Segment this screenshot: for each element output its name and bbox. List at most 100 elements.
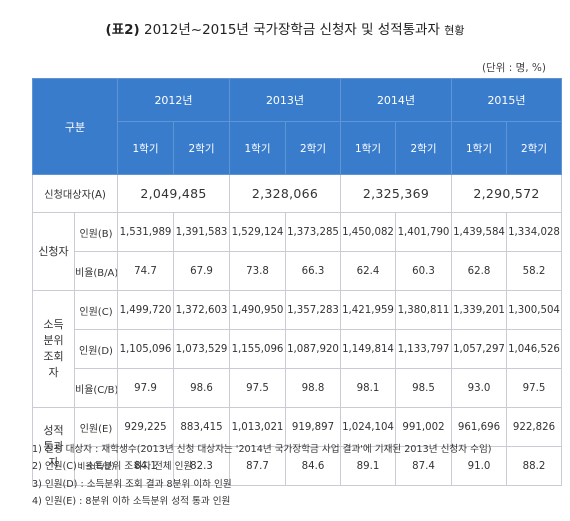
- table-cell: 1,057,297: [451, 329, 507, 369]
- table-cell: 97.5: [506, 368, 562, 408]
- footnotes: 1) 신청 대상자 : 재학생수(2013년 신청 대상자는 '2014년 국가…: [32, 441, 492, 510]
- table-cell: 97.9: [117, 368, 174, 408]
- semester-header: 1학기: [451, 121, 507, 175]
- table-cell: 929,225: [117, 407, 174, 447]
- table-row: 비율(C/B) 97.9 98.6 97.5 98.8 98.1 98.5 93…: [33, 368, 562, 408]
- semester-header: 1학기: [340, 121, 396, 175]
- table-cell: 67.9: [173, 251, 230, 291]
- table-cell: 1,155,096: [229, 329, 286, 369]
- table-cell: 84.6: [285, 446, 341, 486]
- group-label-text: 소득 분위 조회자: [43, 318, 64, 379]
- table-cell: 1,401,790: [395, 212, 452, 252]
- table-cell: 89.1: [340, 446, 396, 486]
- table-cell: 1,300,504: [506, 290, 562, 330]
- table-cell: 87.4: [395, 446, 452, 486]
- year-header: 2012년: [117, 78, 230, 122]
- table-cell: 88.2: [506, 446, 562, 486]
- stats-table: 구분 2012년 2013년 2014년 2015년 1학기 2학기 1학기 2…: [32, 78, 562, 486]
- table-cell: 2,049,485: [117, 174, 230, 213]
- row-label: 비율(C/B): [74, 368, 118, 408]
- row-label: 인원(B): [74, 212, 118, 252]
- table-cell: 98.1: [340, 368, 396, 408]
- table-cell: 1,373,285: [285, 212, 341, 252]
- table-cell: 1,531,989: [117, 212, 174, 252]
- row-label: 인원(C): [74, 290, 118, 330]
- table-cell: 62.4: [340, 251, 396, 291]
- semester-header: 2학기: [285, 121, 341, 175]
- table-cell: 1,133,797: [395, 329, 452, 369]
- footnote: 2) 인원(C) : 소득분위 조회자 전체 인원: [32, 461, 193, 473]
- row-label: 신청대상자(A): [32, 174, 118, 213]
- table-cell: 97.5: [229, 368, 286, 408]
- table-cell: 58.2: [506, 251, 562, 291]
- group-label: 신청자: [32, 212, 75, 291]
- table-cell: 74.7: [117, 251, 174, 291]
- semester-header: 1학기: [229, 121, 286, 175]
- table-cell: 1,380,811: [395, 290, 452, 330]
- row-label: 비율(B/A): [74, 251, 118, 291]
- year-header: 2013년: [229, 78, 341, 122]
- title-main: 2012년~2015년 국가장학금 신청자 및 성적통과자: [143, 22, 440, 38]
- footnote: 3) 인원(D) : 소득분위 조회 결과 8분위 이하 인원: [32, 478, 232, 490]
- footnote: 4) 인원(E) : 8분위 이하 소득분위 성적 통과 인원: [32, 495, 231, 507]
- table-row: 신청자 인원(B) 1,531,989 1,391,583 1,529,124 …: [32, 212, 562, 291]
- title-tag: (표2): [105, 22, 140, 38]
- table-cell: 1,499,720: [117, 290, 174, 330]
- table-cell: 1,450,082: [340, 212, 396, 252]
- table-cell: 2,328,066: [229, 174, 341, 213]
- table-row: 소득 분위 조회자 인원(C) 1,499,720 1,372,603 1,49…: [32, 290, 562, 408]
- table-cell: 84.1: [117, 446, 174, 486]
- table-row: 신청대상자(A) 2,049,485 2,328,066 2,325,369 2…: [32, 174, 562, 213]
- table-cell: 1,490,950: [229, 290, 286, 330]
- table-cell: 98.8: [285, 368, 341, 408]
- year-header-row: 구분 2012년 2013년 2014년 2015년: [32, 78, 562, 175]
- table-cell: 922,826: [506, 407, 562, 447]
- table-cell: 1,334,028: [506, 212, 562, 252]
- semester-header: 1학기: [117, 121, 174, 175]
- table-cell: 1,149,814: [340, 329, 396, 369]
- group-label-text: 성적 통과자: [43, 423, 64, 469]
- table-cell: 919,897: [285, 407, 341, 447]
- table-cell: 1,073,529: [173, 329, 230, 369]
- table-cell: 1,105,096: [117, 329, 174, 369]
- page-title: (표2) 2012년~2015년 국가장학금 신청자 및 성적통과자 현황: [0, 18, 570, 38]
- table-cell: 1,372,603: [173, 290, 230, 330]
- table-cell: 98.5: [395, 368, 452, 408]
- table-cell: 66.3: [285, 251, 341, 291]
- table-cell: 1,087,920: [285, 329, 341, 369]
- table-cell: 1,439,584: [451, 212, 507, 252]
- table-cell: 1,421,959: [340, 290, 396, 330]
- table-cell: 2,290,572: [451, 174, 562, 213]
- table-row: 비율(B/A) 74.7 67.9 73.8 66.3 62.4 60.3 62…: [33, 251, 562, 291]
- table-cell: 60.3: [395, 251, 452, 291]
- unit-label: (단위 : 명, %): [481, 62, 546, 74]
- row-label: 인원(E): [74, 407, 118, 447]
- semester-header: 2학기: [173, 121, 230, 175]
- semester-header-row: 1학기 2학기 1학기 2학기 1학기 2학기 1학기 2학기: [33, 121, 562, 175]
- semester-header: 2학기: [506, 121, 562, 175]
- table-cell: 1,391,583: [173, 212, 230, 252]
- table-cell: 82.3: [173, 446, 230, 486]
- year-header: 2014년: [340, 78, 452, 122]
- year-header: 2015년: [451, 78, 562, 122]
- semester-header: 2학기: [395, 121, 452, 175]
- table-cell: 73.8: [229, 251, 286, 291]
- table-cell: 1,529,124: [229, 212, 286, 252]
- row-label: 인원(D): [74, 329, 118, 369]
- table-cell: 87.7: [229, 446, 286, 486]
- header-label: 구분: [32, 78, 118, 175]
- table-cell: 91.0: [451, 446, 507, 486]
- table-cell: 93.0: [451, 368, 507, 408]
- title-suffix: 현황: [444, 24, 465, 37]
- table-cell: 883,415: [173, 407, 230, 447]
- table-row: 인원(D) 1,105,096 1,073,529 1,155,096 1,08…: [33, 329, 562, 369]
- table-cell: 1,339,201: [451, 290, 507, 330]
- table-cell: 62.8: [451, 251, 507, 291]
- table-cell: 2,325,369: [340, 174, 452, 213]
- footnote: 1) 신청 대상자 : 재학생수(2013년 신청 대상자는 '2014년 국가…: [32, 444, 492, 455]
- group-label: 소득 분위 조회자: [32, 290, 75, 408]
- table-cell: 1,357,283: [285, 290, 341, 330]
- table-cell: 98.6: [173, 368, 230, 408]
- table-row: 비율(E/D) 84.1 82.3 87.7 84.6 89.1 87.4 91…: [33, 446, 562, 486]
- table-cell: 1,046,526: [506, 329, 562, 369]
